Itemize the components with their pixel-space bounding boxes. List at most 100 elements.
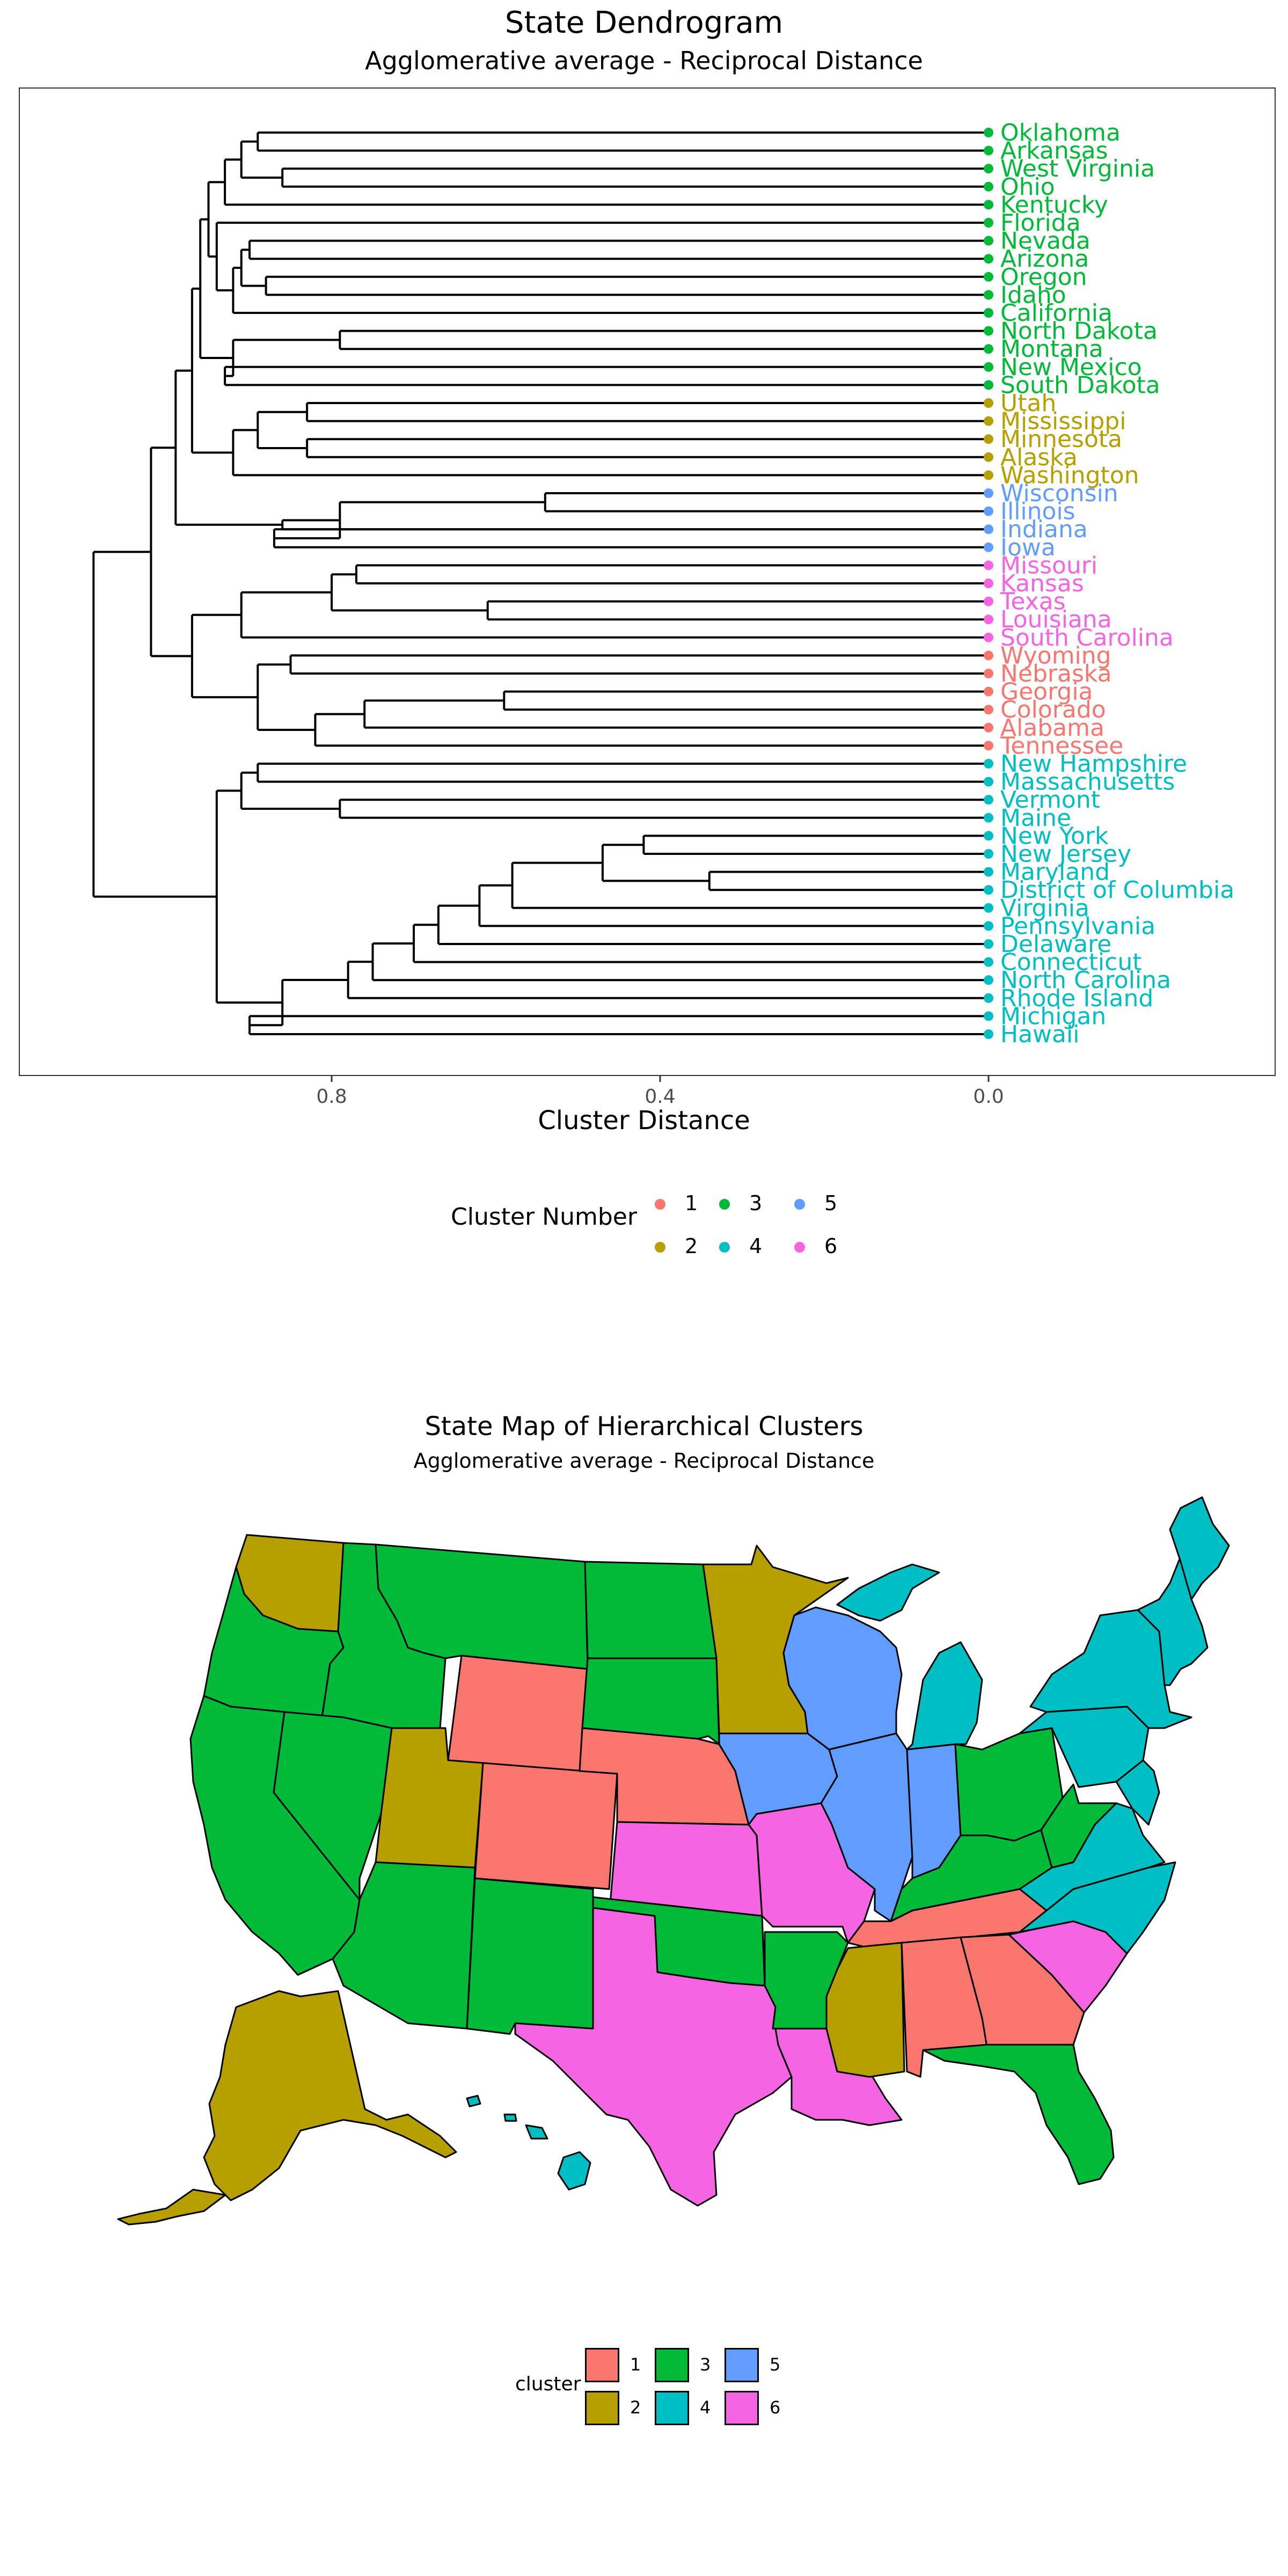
leaf-label: Florida [1000, 209, 1081, 237]
leaf-label: Arkansas [1000, 137, 1108, 165]
map-legend-key-3 [655, 2348, 689, 2382]
state-michigan-upper-peninsula [836, 1563, 940, 1622]
state-hawaii [557, 2151, 591, 2191]
leaf-point [984, 434, 993, 444]
leaf-point [984, 272, 993, 282]
state-alaska-islands [117, 2189, 226, 2226]
dendrogram-subtitle: Agglomerative average - Reciprocal Dista… [365, 46, 923, 75]
state-new-jersey-delaware-maryland [1115, 1759, 1160, 1826]
leaf-point [984, 722, 993, 733]
state-new-york [1029, 1609, 1192, 1729]
state-new-mexico [466, 1877, 594, 2035]
leaf-point [984, 200, 993, 210]
leaf-label: Delaware [1000, 931, 1111, 958]
x-tick-label: 0.4 [645, 1086, 675, 1106]
dendrogram-title: State Dendrogram [504, 5, 784, 40]
leaf-label: South Dakota [1000, 371, 1160, 399]
leaf-point [984, 290, 993, 300]
map-subtitle: Agglomerative average - Reciprocal Dista… [413, 1449, 875, 1473]
leaf-label: Michigan [1000, 1002, 1106, 1030]
legend-label-6: 6 [824, 1234, 838, 1258]
dendrogram-panel-border [19, 87, 1276, 1076]
leaf-point [984, 344, 993, 354]
leaf-point [984, 759, 993, 769]
leaf-label: North Dakota [1000, 318, 1158, 345]
map-legend-key-1 [585, 2348, 619, 2382]
dendrogram-x-axis: 0.8 0.4 0.0 [316, 1075, 1004, 1106]
map-legend-label-5: 5 [770, 2354, 781, 2375]
leaf-point [984, 362, 993, 372]
leaf-label: Alabama [1000, 714, 1104, 742]
leaf-label: Illinois [1000, 498, 1075, 525]
leaf-point [984, 164, 993, 174]
leaf-point [984, 795, 993, 805]
leaf-point [984, 326, 993, 336]
leaf-label: Connecticut [1000, 949, 1141, 976]
leaf-point [984, 632, 993, 642]
map-legend-key-4 [655, 2391, 689, 2425]
legend-label-1: 1 [685, 1191, 698, 1215]
leaf-label: Indiana [1000, 516, 1088, 543]
legend-key-1 [655, 1199, 665, 1210]
leaf-point [984, 524, 993, 535]
leaf-point [984, 506, 993, 516]
dendrogram-links [92, 131, 989, 1035]
leaf-label: Oklahoma [1000, 119, 1121, 147]
leaf-label: Tennessee [1000, 732, 1123, 759]
leaf-point [984, 542, 993, 552]
leaf-label: Mississippi [1000, 408, 1126, 435]
leaf-point [984, 380, 993, 390]
leaf-label: Minnesota [1000, 426, 1122, 453]
state-michigan [906, 1641, 983, 1751]
leaf-point [984, 885, 993, 895]
legend-label-2: 2 [685, 1234, 698, 1258]
leaf-label: Washington [1000, 462, 1139, 489]
state-hawaii-islands [466, 2095, 481, 2107]
leaf-label: New Jersey [1000, 840, 1131, 868]
leaf-label: Ohio [1000, 173, 1055, 201]
legend-label-3: 3 [749, 1191, 763, 1215]
leaf-point [984, 867, 993, 877]
dendrogram-x-axis-label: Cluster Distance [538, 1106, 750, 1136]
map-legend-key-5 [724, 2348, 759, 2382]
leaf-label: California [1000, 299, 1113, 327]
cluster-number-legend-title: Cluster Number [451, 1203, 637, 1231]
leaf-label: Wisconsin [1000, 480, 1118, 507]
leaf-point [984, 831, 993, 841]
leaf-label: South Carolina [1000, 624, 1174, 652]
leaf-point [984, 181, 993, 192]
leaf-point [984, 903, 993, 913]
leaf-label: District of Columbia [1000, 876, 1234, 904]
leaf-point [984, 993, 993, 1003]
x-tick-label: 0.8 [316, 1086, 347, 1106]
leaf-point [984, 560, 993, 570]
state-west-virginia [1040, 1783, 1117, 1869]
leaf-label: Idaho [1000, 281, 1066, 309]
leaf-point [984, 741, 993, 751]
legend-label-5: 5 [824, 1191, 838, 1215]
map-legend-label-3: 3 [700, 2354, 711, 2375]
legend-label-4: 4 [749, 1234, 763, 1258]
leaf-label: Kansas [1000, 570, 1084, 597]
leaf-point [984, 416, 993, 426]
leaf-label: Georgia [1000, 678, 1093, 706]
leaf-point [984, 813, 993, 823]
state-maine [1169, 1496, 1230, 1600]
leaf-point [984, 777, 993, 787]
leaf-point [984, 921, 993, 931]
leaf-point [984, 669, 993, 678]
map-legend-label-1: 1 [630, 2354, 641, 2375]
leaf-label: Wyoming [1000, 642, 1111, 669]
leaf-label: Montana [1000, 335, 1103, 363]
map-legend-key-6 [724, 2391, 759, 2425]
state-texas [514, 1907, 793, 2207]
leaf-point [984, 579, 993, 588]
leaf-label: Nevada [1000, 228, 1091, 255]
leaf-label: Colorado [1000, 696, 1106, 723]
leaf-label: Alaska [1000, 444, 1078, 471]
leaf-point [984, 128, 993, 137]
leaf-label: Virginia [1000, 895, 1089, 922]
leaf-label: West Virginia [1000, 155, 1155, 182]
leaf-label: North Carolina [1000, 967, 1171, 994]
